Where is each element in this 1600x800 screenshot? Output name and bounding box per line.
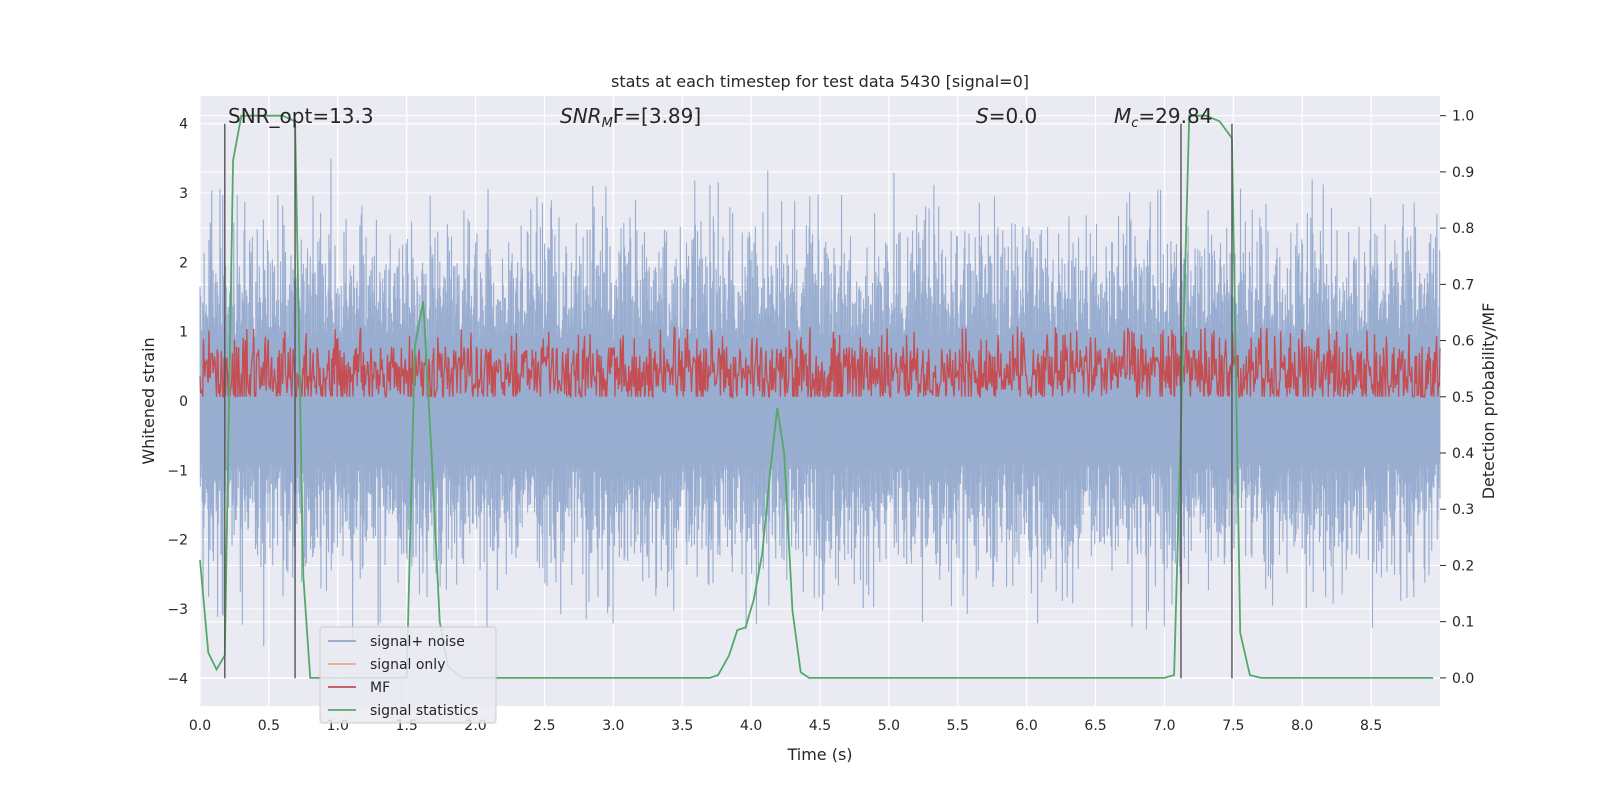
right-tick-label: 0.5 [1452, 390, 1474, 406]
annotation-mc: Mc=29.84 [1114, 104, 1212, 131]
x-tick-labels: 0.0 0.5 1.0 1.5 2.0 2.5 3.0 3.5 4.0 4.5 5.0 5.5 6.0 6… [189, 718, 1382, 734]
annotation-s: S=0.0 [976, 104, 1037, 128]
x-tick-label: 3.5 [671, 718, 693, 734]
annotation-snr-opt: SNR_opt=13.3 [228, 104, 374, 128]
left-tick-label: 1 [179, 325, 188, 341]
annotation-snr-mf: SNRMF=[3.89] [560, 104, 701, 131]
legend: signal+ noise signal only MF signal stat… [319, 626, 497, 724]
right-tick-label: 0.3 [1452, 502, 1474, 518]
legend-label-signal-noise: signal+ noise [370, 634, 465, 650]
legend-box [319, 626, 497, 724]
left-tick-label: 3 [179, 186, 188, 202]
x-tick-label: 0.5 [258, 718, 280, 734]
mf-line [199, 326, 1441, 400]
x-tick-label: 4.5 [809, 718, 831, 734]
right-tick-label: 0.6 [1452, 334, 1474, 350]
series-mf [199, 326, 1441, 400]
x-tick-label: 5.0 [878, 718, 900, 734]
right-tick-label: 0.0 [1452, 671, 1474, 687]
left-tick-label: 4 [179, 117, 188, 133]
x-tick-label: 8.5 [1360, 718, 1382, 734]
x-tick-label: 7.5 [1222, 718, 1244, 734]
vertical-markers [224, 123, 1233, 679]
series-signal-noise [199, 158, 1441, 647]
x-tick-label: 0.0 [189, 718, 211, 734]
y-axis-label-left: Whitened strain [139, 337, 158, 464]
right-tick-label: 0.4 [1452, 446, 1474, 462]
left-tick-labels: −4 −3 −2 −1 0 1 2 3 4 [167, 117, 188, 688]
left-tick-label: −3 [167, 602, 188, 618]
chart-title: stats at each timestep for test data 543… [611, 72, 1029, 91]
legend-label-signal-statistics: signal statistics [370, 703, 478, 719]
signal-noise-line [199, 158, 1441, 647]
x-tick-label: 7.0 [1153, 718, 1175, 734]
right-tick-label: 0.8 [1452, 221, 1474, 237]
legend-label-signal-only: signal only [370, 657, 445, 673]
left-tick-label: 0 [179, 394, 188, 410]
x-tick-label: 2.5 [533, 718, 555, 734]
x-axis-label: Time (s) [786, 745, 852, 764]
x-tick-label: 6.0 [1016, 718, 1038, 734]
right-tick-label: 0.1 [1452, 615, 1474, 631]
left-tick-label: −2 [167, 533, 188, 549]
right-tick-labels: 0.0 0.1 0.2 0.3 0.4 0.5 0.6 0.7 0.8 0.9 1.0 [1440, 109, 1474, 687]
x-tick-label: 4.0 [740, 718, 762, 734]
right-tick-label: 1.0 [1452, 109, 1474, 125]
right-tick-label: 0.2 [1452, 558, 1474, 574]
x-tick-label: 8.0 [1291, 718, 1313, 734]
left-tick-label: −4 [167, 671, 188, 687]
legend-label-mf: MF [370, 680, 390, 696]
x-tick-label: 5.5 [947, 718, 969, 734]
left-tick-label: −1 [167, 463, 188, 479]
left-tick-label: 2 [179, 255, 188, 271]
x-tick-label: 6.5 [1084, 718, 1106, 734]
y-axis-label-right: Detection probability/MF [1479, 303, 1498, 500]
right-tick-label: 0.9 [1452, 165, 1474, 181]
x-tick-label: 3.0 [602, 718, 624, 734]
right-tick-label: 0.7 [1452, 277, 1474, 293]
